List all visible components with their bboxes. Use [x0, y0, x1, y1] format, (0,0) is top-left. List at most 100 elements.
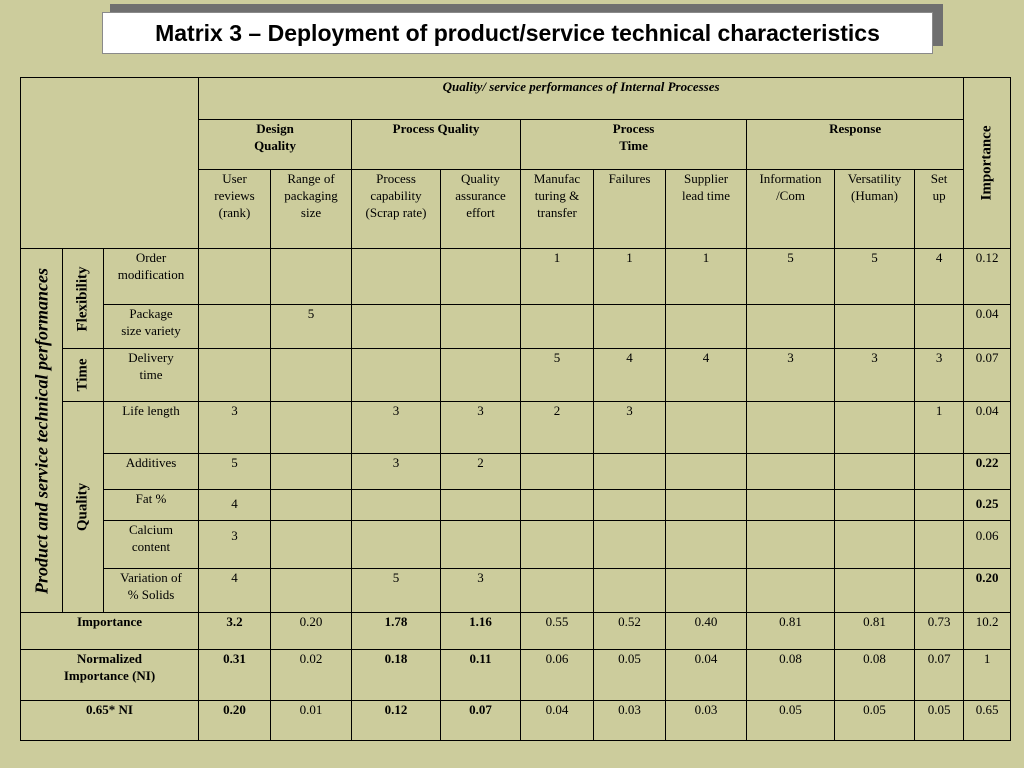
importance-cell: 0.07 — [963, 348, 1012, 402]
value-cell: 4 — [593, 348, 667, 402]
total-cell: 10.2 — [963, 612, 1012, 650]
value-cell — [834, 304, 916, 349]
value-cell: 4 — [198, 489, 272, 521]
value-cell — [914, 520, 965, 569]
value-cell — [665, 401, 748, 454]
header-importance: Importance — [963, 77, 1012, 249]
totals-row: Normalized Importance (NI) 0.31 0.02 0.1… — [19, 649, 1012, 701]
value-cell — [834, 401, 916, 454]
row-label: Package size variety — [102, 304, 200, 349]
value-cell: 1 — [593, 248, 667, 305]
row-label: Calcium content — [102, 520, 200, 569]
column-header: Information /Com — [746, 169, 836, 249]
total-cell: 0.11 — [440, 649, 522, 701]
total-cell: 0.05 — [746, 700, 836, 741]
importance-cell: 0.25 — [963, 489, 1012, 521]
value-cell: 1 — [520, 248, 595, 305]
value-cell — [440, 248, 522, 305]
importance-cell: 0.06 — [963, 520, 1012, 569]
totals-label: Importance — [19, 612, 200, 650]
total-cell: 0.05 — [593, 649, 667, 701]
value-cell: 5 — [198, 453, 272, 490]
value-cell: 2 — [520, 401, 595, 454]
deployment-matrix: Quality/ service performances of Interna… — [19, 77, 1012, 741]
value-cell: 4 — [198, 568, 272, 613]
value-cell — [834, 453, 916, 490]
value-cell: 4 — [914, 248, 965, 305]
total-cell: 0.65 — [963, 700, 1012, 741]
value-cell — [270, 568, 353, 613]
value-cell — [270, 248, 353, 305]
row-label: Order modification — [102, 248, 200, 305]
value-cell — [351, 489, 442, 521]
header-importance-label: Importance — [978, 125, 995, 201]
table-row: Quality Life length 3 3 3 2 3 1 0.04 — [21, 401, 1012, 613]
value-cell — [520, 489, 595, 521]
value-cell — [593, 568, 667, 613]
value-cell: 5 — [746, 248, 836, 305]
table-row: Product and service technical performanc… — [20, 248, 1012, 613]
value-cell — [593, 453, 667, 490]
value-cell — [440, 304, 522, 349]
totals-label: Normalized Importance (NI) — [19, 649, 200, 701]
total-cell: 0.40 — [665, 612, 748, 650]
value-cell — [665, 453, 748, 490]
value-cell: 3 — [198, 520, 272, 569]
column-header: User reviews (rank) — [198, 169, 272, 249]
value-cell — [520, 453, 595, 490]
total-cell: 0.04 — [520, 700, 595, 741]
value-cell — [914, 304, 965, 349]
importance-cell: 0.20 — [963, 568, 1012, 613]
slide-title: Matrix 3 – Deployment of product/service… — [102, 12, 933, 54]
total-cell: 0.05 — [914, 700, 965, 741]
value-cell: 1 — [914, 401, 965, 454]
group-process-time: Process Time — [520, 119, 748, 170]
row-label: Variation of % Solids — [102, 568, 200, 613]
total-cell: 0.81 — [834, 612, 916, 650]
importance-cell: 0.04 — [963, 304, 1012, 349]
value-cell — [270, 453, 353, 490]
value-cell — [440, 520, 522, 569]
value-cell — [198, 304, 272, 349]
table-row: Calcium content 3 0.06 — [21, 520, 1012, 569]
value-cell — [520, 568, 595, 613]
importance-cell: 0.22 — [963, 453, 1012, 490]
value-cell — [746, 453, 836, 490]
value-cell: 3 — [440, 568, 522, 613]
value-cell — [914, 568, 965, 613]
category-flexibility: Flexibility — [62, 248, 104, 349]
value-cell — [270, 401, 353, 454]
total-cell: 0.55 — [520, 612, 595, 650]
totals-row: Importance 3.2 0.20 1.78 1.16 0.55 0.52 … — [19, 612, 1012, 650]
value-cell — [665, 520, 748, 569]
total-cell: 0.08 — [834, 649, 916, 701]
row-label: Fat % — [102, 489, 200, 521]
row-label: Delivery time — [102, 348, 200, 402]
total-cell: 0.52 — [593, 612, 667, 650]
value-cell: 5 — [351, 568, 442, 613]
total-cell: 0.07 — [914, 649, 965, 701]
category-label: Flexibility — [74, 266, 91, 331]
value-cell: 3 — [834, 348, 916, 402]
total-cell: 0.81 — [746, 612, 836, 650]
total-cell: 1.16 — [440, 612, 522, 650]
importance-cell: 0.12 — [963, 248, 1012, 305]
value-cell: 3 — [351, 453, 442, 490]
total-cell: 0.01 — [270, 700, 353, 741]
table-row: Time Delivery time 5 4 4 3 3 3 0.07 — [21, 348, 1012, 402]
value-cell — [198, 248, 272, 305]
value-cell — [270, 520, 353, 569]
value-cell: 4 — [665, 348, 748, 402]
total-cell: 1 — [963, 649, 1012, 701]
row-axis-label-text: Product and service technical performanc… — [31, 267, 51, 594]
value-cell: 3 — [351, 401, 442, 454]
value-cell — [351, 348, 442, 402]
table-row: Fat % 4 0.25 — [21, 489, 1012, 521]
total-cell: 0.02 — [270, 649, 353, 701]
category-label: Quality — [74, 482, 91, 532]
column-header: Versatility (Human) — [834, 169, 916, 249]
total-cell: 0.18 — [351, 649, 442, 701]
value-cell: 5 — [520, 348, 595, 402]
group-response: Response — [746, 119, 965, 170]
value-cell — [746, 489, 836, 521]
